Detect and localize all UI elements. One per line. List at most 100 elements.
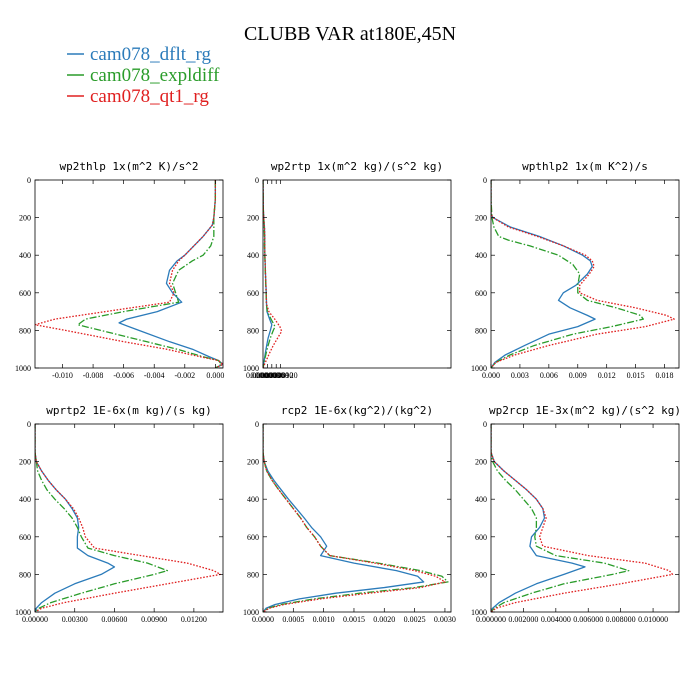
series-line-cam078-dflt-rg bbox=[491, 180, 595, 368]
x-tick-label: 0.003 bbox=[511, 371, 529, 380]
x-tick-label: 0.0020 bbox=[373, 615, 395, 624]
plot-frame bbox=[491, 424, 679, 612]
x-tick-label: 0.000000 bbox=[476, 615, 506, 624]
x-tick-label: 0.0000120 bbox=[264, 371, 298, 380]
y-tick-label: 400 bbox=[247, 495, 259, 504]
series-line-cam078-expldiff bbox=[78, 180, 222, 368]
x-tick-label: 0.015 bbox=[627, 371, 645, 380]
y-tick-label: 0 bbox=[483, 420, 487, 429]
y-tick-label: 800 bbox=[475, 326, 487, 335]
y-tick-label: 600 bbox=[19, 533, 31, 542]
y-tick-label: 600 bbox=[475, 289, 487, 298]
y-tick-label: 400 bbox=[19, 495, 31, 504]
chart-panel-4: wprtp2 1E-6x(m kg)/(s kg) 0 200 400 600 800 10… bbox=[15, 404, 223, 624]
y-tick-label: 0 bbox=[27, 176, 31, 185]
x-tick-label: 0.00000 bbox=[22, 615, 48, 624]
series-line-cam078-expldiff bbox=[491, 424, 629, 612]
x-tick-label: 0.018 bbox=[656, 371, 674, 380]
panel-title: wp2rtp 1x(m^2 kg)/(s^2 kg) bbox=[271, 160, 443, 173]
y-tick-label: 200 bbox=[475, 214, 487, 223]
legend-label-expldiff: cam078_expldiff bbox=[90, 65, 220, 86]
y-tick-label: 800 bbox=[19, 326, 31, 335]
x-tick-label: 0.0000 bbox=[252, 615, 274, 624]
y-tick-label: 200 bbox=[19, 214, 31, 223]
x-tick-label: 0.0010 bbox=[313, 615, 335, 624]
y-tick-label: 800 bbox=[247, 326, 259, 335]
series-line-cam078-dflt-rg bbox=[263, 424, 424, 612]
x-tick-label: 0.00300 bbox=[62, 615, 88, 624]
series-line-cam078-expldiff bbox=[263, 424, 448, 612]
x-tick-label: 0.006 bbox=[540, 371, 558, 380]
y-tick-label: 400 bbox=[475, 251, 487, 260]
x-tick-label: 0.0030 bbox=[434, 615, 456, 624]
x-tick-label: 0.002000 bbox=[508, 615, 538, 624]
plot-frame bbox=[263, 180, 451, 368]
panels-grid: wp2thlp 1x(m^2 K)/s^2 0 200 400 600 800 1000 -0… bbox=[15, 160, 681, 624]
series-line-cam078-expldiff bbox=[263, 180, 275, 368]
legend-label-dflt: cam078_dflt_rg bbox=[90, 44, 212, 65]
x-tick-label: 0.008000 bbox=[606, 615, 636, 624]
x-tick-label: -0.002 bbox=[174, 371, 195, 380]
series-line-cam078-qt1-rg bbox=[35, 180, 223, 368]
y-tick-label: 200 bbox=[247, 214, 259, 223]
x-tick-label: 0.01200 bbox=[181, 615, 207, 624]
legend-label-qt1: cam078_qt1_rg bbox=[90, 86, 209, 107]
x-tick-label: 0.000 bbox=[482, 371, 500, 380]
y-tick-label: 0 bbox=[255, 176, 259, 185]
panel-title: wprtp2 1E-6x(m kg)/(s kg) bbox=[46, 404, 212, 417]
figure-title: CLUBB VAR at180E,45N bbox=[244, 23, 456, 45]
plot-frame bbox=[35, 180, 223, 368]
series-line-cam078-dflt-rg bbox=[491, 424, 585, 612]
y-tick-label: 800 bbox=[247, 570, 259, 579]
x-tick-label: 0.010000 bbox=[638, 615, 668, 624]
series-line-cam078-qt1-rg bbox=[263, 424, 445, 612]
y-tick-label: 200 bbox=[247, 458, 259, 467]
chart-panel-1: wp2thlp 1x(m^2 K)/s^2 0 200 400 600 800 1000 -0… bbox=[15, 160, 224, 380]
panel-title: wp2rcp 1E-3x(m^2 kg)/(s^2 kg) bbox=[489, 404, 681, 417]
x-tick-label: 0.00900 bbox=[141, 615, 167, 624]
x-tick-label: 0.009 bbox=[569, 371, 587, 380]
series-line-cam078-qt1-rg bbox=[491, 180, 674, 368]
y-tick-label: 600 bbox=[475, 533, 487, 542]
panel-title: rcp2 1E-6x(kg^2)/(kg^2) bbox=[281, 404, 433, 417]
y-tick-label: 800 bbox=[475, 570, 487, 579]
y-tick-label: 400 bbox=[247, 251, 259, 260]
plot-frame bbox=[35, 424, 223, 612]
x-tick-label: 0.0015 bbox=[343, 615, 365, 624]
y-tick-label: 0 bbox=[255, 420, 259, 429]
y-tick-label: 800 bbox=[19, 570, 31, 579]
x-tick-label: -0.006 bbox=[113, 371, 134, 380]
y-tick-label: 600 bbox=[247, 533, 259, 542]
plot-frame bbox=[263, 424, 451, 612]
y-tick-label: 200 bbox=[475, 458, 487, 467]
y-tick-label: 200 bbox=[19, 458, 31, 467]
series-line-cam078-dflt-rg bbox=[35, 424, 114, 612]
x-tick-label: -0.004 bbox=[144, 371, 165, 380]
y-tick-label: 600 bbox=[19, 289, 31, 298]
y-tick-label: 0 bbox=[27, 420, 31, 429]
chart-panel-3: wpthlp2 1x(m K^2)/s020040060080010000.00… bbox=[471, 160, 679, 380]
x-tick-label: 0.006000 bbox=[573, 615, 603, 624]
legend: cam078_dflt_rg cam078_expldiff cam078_qt… bbox=[67, 44, 220, 107]
series-line-cam078-expldiff bbox=[491, 180, 643, 368]
series-line-cam078-qt1-rg bbox=[491, 424, 673, 612]
x-tick-label: -0.008 bbox=[83, 371, 104, 380]
series-line-cam078-qt1-rg bbox=[35, 424, 220, 612]
figure-canvas: CLUBB VAR at180E,45N cam078_dflt_rg cam0… bbox=[0, 0, 700, 700]
x-tick-label: 0.0025 bbox=[404, 615, 426, 624]
plot-frame bbox=[491, 180, 679, 368]
chart-panel-5: rcp2 1E-6x(kg^2)/(kg^2) 0 200 400 600 800 1000… bbox=[243, 404, 456, 624]
series-line-cam078-qt1-rg bbox=[263, 180, 282, 368]
y-tick-label: 400 bbox=[19, 251, 31, 260]
panel-title: wp2thlp 1x(m^2 K)/s^2 bbox=[59, 160, 198, 173]
x-tick-label: 0.012 bbox=[598, 371, 616, 380]
y-tick-label: 0 bbox=[483, 176, 487, 185]
y-tick-label: 400 bbox=[475, 495, 487, 504]
panel-title: wpthlp2 1x(m K^2)/s bbox=[522, 160, 648, 173]
y-tick-label: 600 bbox=[247, 289, 259, 298]
series-line-cam078-expldiff bbox=[35, 424, 167, 612]
x-tick-label: 0.0005 bbox=[282, 615, 304, 624]
x-tick-label: 0.000 bbox=[206, 371, 224, 380]
y-tick-label: 1000 bbox=[15, 364, 31, 373]
chart-panel-6: wp2rcp 1E-3x(m^2 kg)/(s^2 kg)0 200 400 600 8… bbox=[471, 404, 681, 624]
